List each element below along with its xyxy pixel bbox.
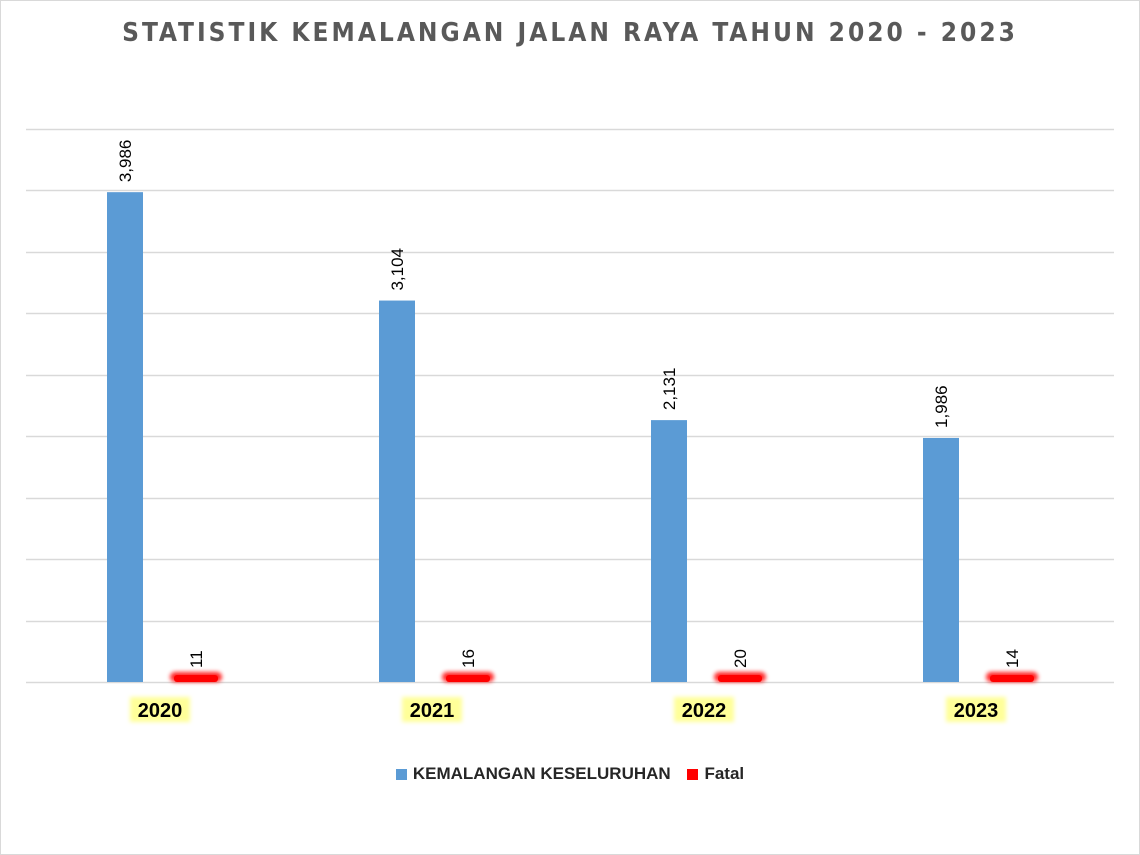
tick-label-2022: 2022 [682, 700, 727, 722]
chart-title: STATISTIK KEMALANGAN JALAN RAYA TAHUN 20… [122, 18, 1018, 48]
bar-fatal-2021 [446, 675, 490, 682]
data-label-total-2021: 3,104 [388, 248, 407, 291]
legend-item-fatal: Fatal [687, 764, 744, 784]
bars [107, 192, 1038, 682]
data-label-total-2023: 1,986 [932, 385, 951, 428]
bar-total-2023 [923, 437, 959, 682]
legend-swatch-fatal [687, 768, 699, 780]
bar-total-2022 [651, 420, 687, 682]
x-axis: 2020 2021 2022 2023 [130, 697, 1006, 722]
bar-fatal-2022 [718, 675, 762, 682]
category-highlight [402, 697, 462, 722]
tick-label-2023: 2023 [954, 700, 999, 722]
category-highlight [946, 697, 1006, 722]
bar-total-2020 [107, 192, 143, 682]
tick-label-2021: 2021 [410, 700, 455, 722]
bar-fatal-2023 [990, 675, 1034, 682]
legend: KEMALANGAN KESELURUHAN Fatal [0, 764, 1140, 785]
category-highlight [674, 697, 734, 722]
data-label-fatal-2021: 16 [459, 649, 478, 668]
legend-label-total: KEMALANGAN KESELURUHAN [412, 764, 671, 783]
bar-fatal-2020 [174, 675, 218, 682]
category-highlight [130, 697, 190, 722]
data-label-fatal-2022: 20 [731, 649, 750, 668]
data-label-total-2022: 2,131 [660, 368, 679, 411]
data-label-fatal-2020: 11 [187, 650, 206, 668]
data-labels: 3,986 11 3,104 16 2,131 20 1,986 14 [116, 140, 1022, 668]
legend-label-fatal: Fatal [704, 764, 745, 783]
data-label-total-2020: 3,986 [116, 140, 135, 183]
tick-label-2020: 2020 [138, 700, 183, 722]
legend-item-total: KEMALANGAN KESELURUHAN [395, 764, 671, 784]
bar-total-2021 [379, 300, 415, 682]
legend-swatch-total [395, 768, 407, 780]
data-label-fatal-2023: 14 [1003, 649, 1022, 668]
